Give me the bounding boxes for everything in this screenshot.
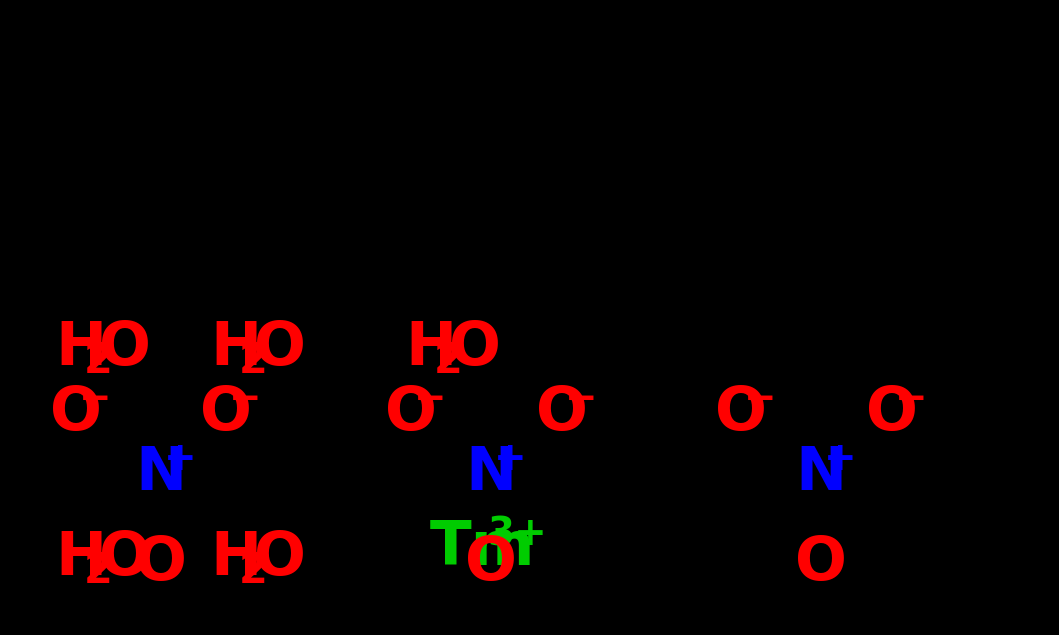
Text: 2: 2	[238, 550, 268, 592]
Text: O: O	[200, 384, 252, 443]
Text: O: O	[253, 319, 306, 378]
Text: O: O	[449, 319, 501, 378]
Text: N: N	[134, 444, 186, 503]
Text: 2: 2	[238, 340, 268, 382]
Text: H: H	[210, 319, 262, 378]
Text: −: −	[229, 380, 262, 418]
Text: −: −	[743, 380, 776, 418]
Text: O: O	[795, 534, 847, 593]
Text: O: O	[715, 384, 767, 443]
Text: +: +	[493, 440, 526, 478]
Text: −: −	[414, 380, 446, 418]
Text: O: O	[536, 384, 588, 443]
Text: 2: 2	[84, 550, 112, 592]
Text: N: N	[465, 444, 516, 503]
Text: O: O	[134, 534, 187, 593]
Text: +: +	[163, 440, 196, 478]
Text: −: −	[895, 380, 928, 418]
Text: +: +	[824, 440, 857, 478]
Text: O: O	[98, 529, 150, 588]
Text: O: O	[98, 319, 150, 378]
Text: −: −	[564, 380, 597, 418]
Text: H: H	[55, 319, 106, 378]
Text: N: N	[795, 444, 846, 503]
Text: H: H	[55, 529, 106, 588]
Text: O: O	[465, 534, 517, 593]
Text: H: H	[405, 319, 456, 378]
Text: 2: 2	[433, 340, 463, 382]
Text: O: O	[866, 384, 918, 443]
Text: 2: 2	[84, 340, 112, 382]
Text: O: O	[253, 529, 306, 588]
Text: −: −	[78, 380, 111, 418]
Text: 3+: 3+	[487, 515, 546, 553]
Text: H: H	[210, 529, 262, 588]
Text: O: O	[50, 384, 102, 443]
Text: O: O	[385, 384, 437, 443]
Text: Tm: Tm	[430, 519, 536, 578]
